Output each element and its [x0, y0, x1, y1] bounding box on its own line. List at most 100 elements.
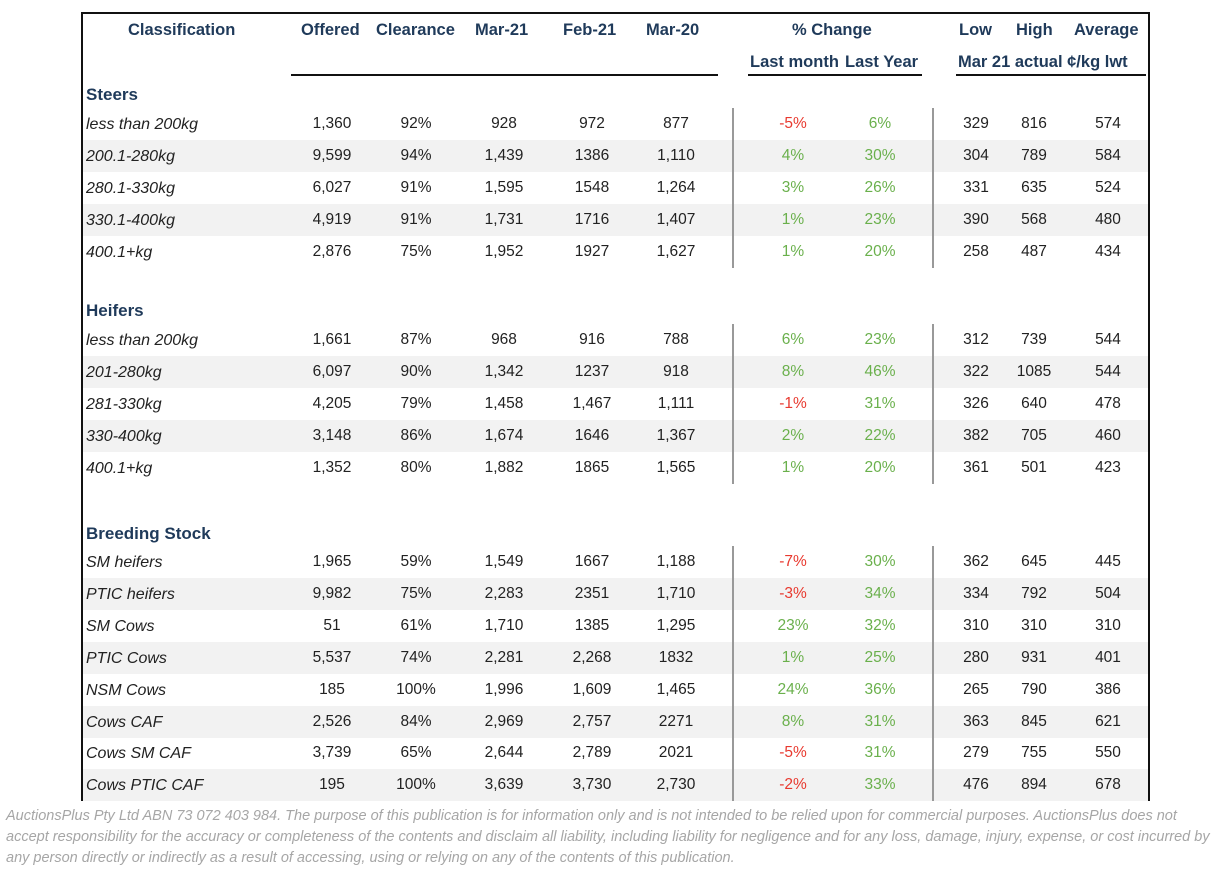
cell-offered: 2,526 [312, 712, 352, 730]
cell-mar20: 1,264 [656, 178, 696, 196]
cell-mar21: 1,710 [484, 616, 524, 634]
row-label: NSM Cows [86, 681, 167, 699]
cell-offered: 3,739 [312, 744, 352, 762]
header-feb21: Feb-21 [563, 21, 617, 39]
cell-clearance: 79% [400, 394, 432, 412]
header-last-month: Last month [750, 53, 839, 71]
row-label: less than 200kg [86, 116, 199, 133]
cell-mar20: 1,565 [656, 458, 696, 476]
cell-offered: 6,097 [312, 362, 352, 380]
cell-last-month: -2% [779, 776, 807, 794]
cell-mar21: 1,549 [484, 553, 524, 570]
cell-last-year: 34% [864, 584, 896, 602]
cell-low: 265 [963, 680, 989, 698]
cell-last-month: -3% [779, 584, 807, 602]
cell-mar21: 1,882 [484, 458, 524, 476]
row-label: 200.1-280kg [86, 147, 175, 165]
cell-mar20: 918 [663, 362, 689, 380]
cell-mar20: 2,730 [656, 776, 696, 794]
cell-low: 304 [963, 146, 989, 164]
cell-mar20: 2021 [658, 744, 694, 762]
cell-offered: 185 [319, 680, 345, 698]
cell-feb21: 972 [579, 115, 605, 132]
cell-last-year: 31% [864, 394, 896, 412]
cell-last-year: 31% [864, 744, 896, 762]
cell-offered: 6,027 [312, 178, 352, 196]
cell-low: 279 [963, 744, 989, 762]
header-mar20: Mar-20 [646, 21, 700, 39]
cell-average: 310 [1095, 616, 1121, 634]
cell-average: 550 [1095, 744, 1121, 762]
cell-high: 501 [1021, 458, 1047, 476]
cell-last-month: 1% [781, 458, 805, 476]
cell-mar20: 1,110 [657, 146, 695, 164]
cell-high: 931 [1021, 648, 1047, 666]
cell-average: 386 [1095, 680, 1121, 698]
cell-low: 361 [963, 458, 989, 476]
cell-last-year: 20% [864, 242, 896, 260]
divider-change [732, 324, 734, 484]
cell-offered: 51 [323, 616, 341, 634]
cell-mar21: 1,996 [484, 680, 524, 698]
cell-feb21: 1548 [574, 178, 610, 196]
cell-feb21: 1,609 [572, 680, 612, 698]
cell-mar20: 1,710 [656, 584, 696, 602]
cell-low: 382 [963, 426, 989, 444]
cell-high: 816 [1021, 115, 1047, 132]
cell-low: 326 [963, 394, 989, 412]
cell-feb21: 1646 [574, 426, 610, 444]
cell-low: 280 [963, 648, 989, 666]
cell-mar21: 2,283 [484, 584, 524, 602]
cell-low: 476 [963, 776, 989, 794]
cell-average: 434 [1095, 242, 1121, 260]
cell-last-year: 32% [864, 616, 896, 634]
cell-feb21: 2351 [574, 584, 610, 602]
cell-low: 310 [963, 616, 989, 634]
cell-clearance: 86% [400, 426, 432, 444]
row-label: 330.1-400kg [86, 211, 175, 229]
divider-change [732, 546, 734, 802]
cell-last-month: -5% [779, 115, 807, 132]
cell-last-year: 23% [864, 210, 896, 228]
cell-mar20: 788 [663, 331, 689, 348]
table-row: 280.1-330kg 6,027 91% 1,595 1548 1,264 3% 26% 33… [83, 172, 1148, 204]
cell-low: 390 [963, 210, 989, 228]
cell-last-month: 1% [781, 242, 805, 260]
cell-clearance: 75% [400, 584, 432, 602]
header-price-sub: Mar 21 actual ¢/kg lwt [958, 53, 1128, 71]
header-mar21: Mar-21 [475, 21, 529, 39]
cell-clearance: 87% [400, 331, 432, 348]
row-label: SM heifers [86, 554, 163, 571]
cell-last-month: 1% [781, 210, 805, 228]
cell-average: 445 [1095, 553, 1121, 570]
cell-last-month: 8% [781, 712, 805, 730]
cell-average: 480 [1095, 210, 1121, 228]
divider-price [932, 546, 934, 802]
cell-clearance: 61% [400, 616, 432, 634]
cell-last-month: 1% [781, 648, 805, 666]
cell-average: 524 [1095, 178, 1121, 196]
header-classification: Classification [128, 21, 236, 39]
cell-high: 635 [1021, 178, 1047, 196]
cell-offered: 2,876 [312, 242, 352, 260]
cell-average: 544 [1095, 362, 1121, 380]
divider-price [932, 324, 934, 484]
table-row: 400.1+kg 1,352 80% 1,882 1865 1,565 1% 20% 361 50… [83, 452, 1148, 484]
row-label: 201-280kg [86, 363, 162, 381]
row-label: SM Cows [86, 617, 155, 635]
table-row: less than 200kg 1,360 92% 928 972 877 -5% 6% 329… [83, 108, 1148, 140]
cell-high: 568 [1021, 210, 1047, 228]
cell-last-month: 3% [781, 178, 805, 196]
cell-last-year: 25% [864, 648, 896, 666]
cell-clearance: 59% [400, 553, 432, 570]
cell-clearance: 74% [400, 648, 432, 666]
cell-offered: 9,982 [312, 584, 352, 602]
header-rule-price [956, 74, 1146, 76]
row-label: PTIC heifers [86, 585, 175, 603]
cell-high: 790 [1021, 680, 1047, 698]
section-title: Heifers [86, 301, 144, 320]
cell-offered: 1,352 [312, 458, 352, 476]
cell-average: 574 [1095, 115, 1121, 132]
cell-offered: 9,599 [312, 146, 352, 164]
cell-feb21: 1385 [574, 616, 610, 634]
